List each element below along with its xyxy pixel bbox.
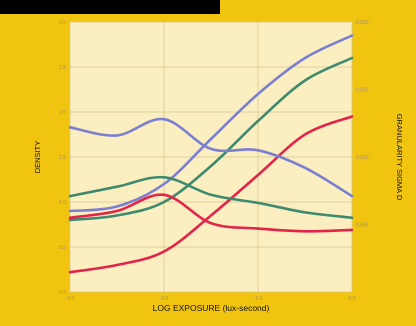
y-left-tick-label: 3.0 [59,20,66,26]
y-left-tick-label: 2.5 [59,65,66,71]
y-left-tick-label: 2.0 [59,110,66,116]
curve-series [68,34,354,274]
y-right-tick-label: 0.005 [356,223,369,229]
x-tick-label: -1.0 [254,296,263,302]
top-right-band [220,0,416,14]
granularity-curve-5 [68,193,354,233]
x-tick-label: 0.0 [349,296,356,302]
y-left-tick-label: 0.5 [59,245,66,251]
density-curve-0 [68,34,354,213]
x-tick-label: -2.0 [160,296,169,302]
x-tick-label: -3.0 [66,296,75,302]
y-left-tick-label: 1.0 [59,200,66,206]
granularity-curve-4 [68,175,354,220]
y-axis-right-label: GRANULARITY SIGMA D [395,114,404,201]
y-axis-left-label: DENSITY [33,141,42,174]
top-left-band [0,0,220,14]
density-curve-1 [68,56,354,222]
x-axis-label: LOG EXPOSURE (lux-second) [153,303,270,313]
granularity-curve-3 [68,117,354,198]
y-right-tick-label: 0.020 [356,20,369,26]
y-left-tick-label: 0.0 [59,290,66,296]
y-right-tick-label: 0.010 [356,155,369,161]
density-curve-2 [68,115,354,274]
y-left-tick-label: 1.5 [59,155,66,161]
grid-lines [69,21,353,293]
tick-labels: -3.0 -2.0 -1.0 0.0 0.0 0.5 1.0 1.5 2.0 2.5 3.0 0.00… [59,20,369,302]
y-right-tick-label: 0.015 [356,88,369,94]
